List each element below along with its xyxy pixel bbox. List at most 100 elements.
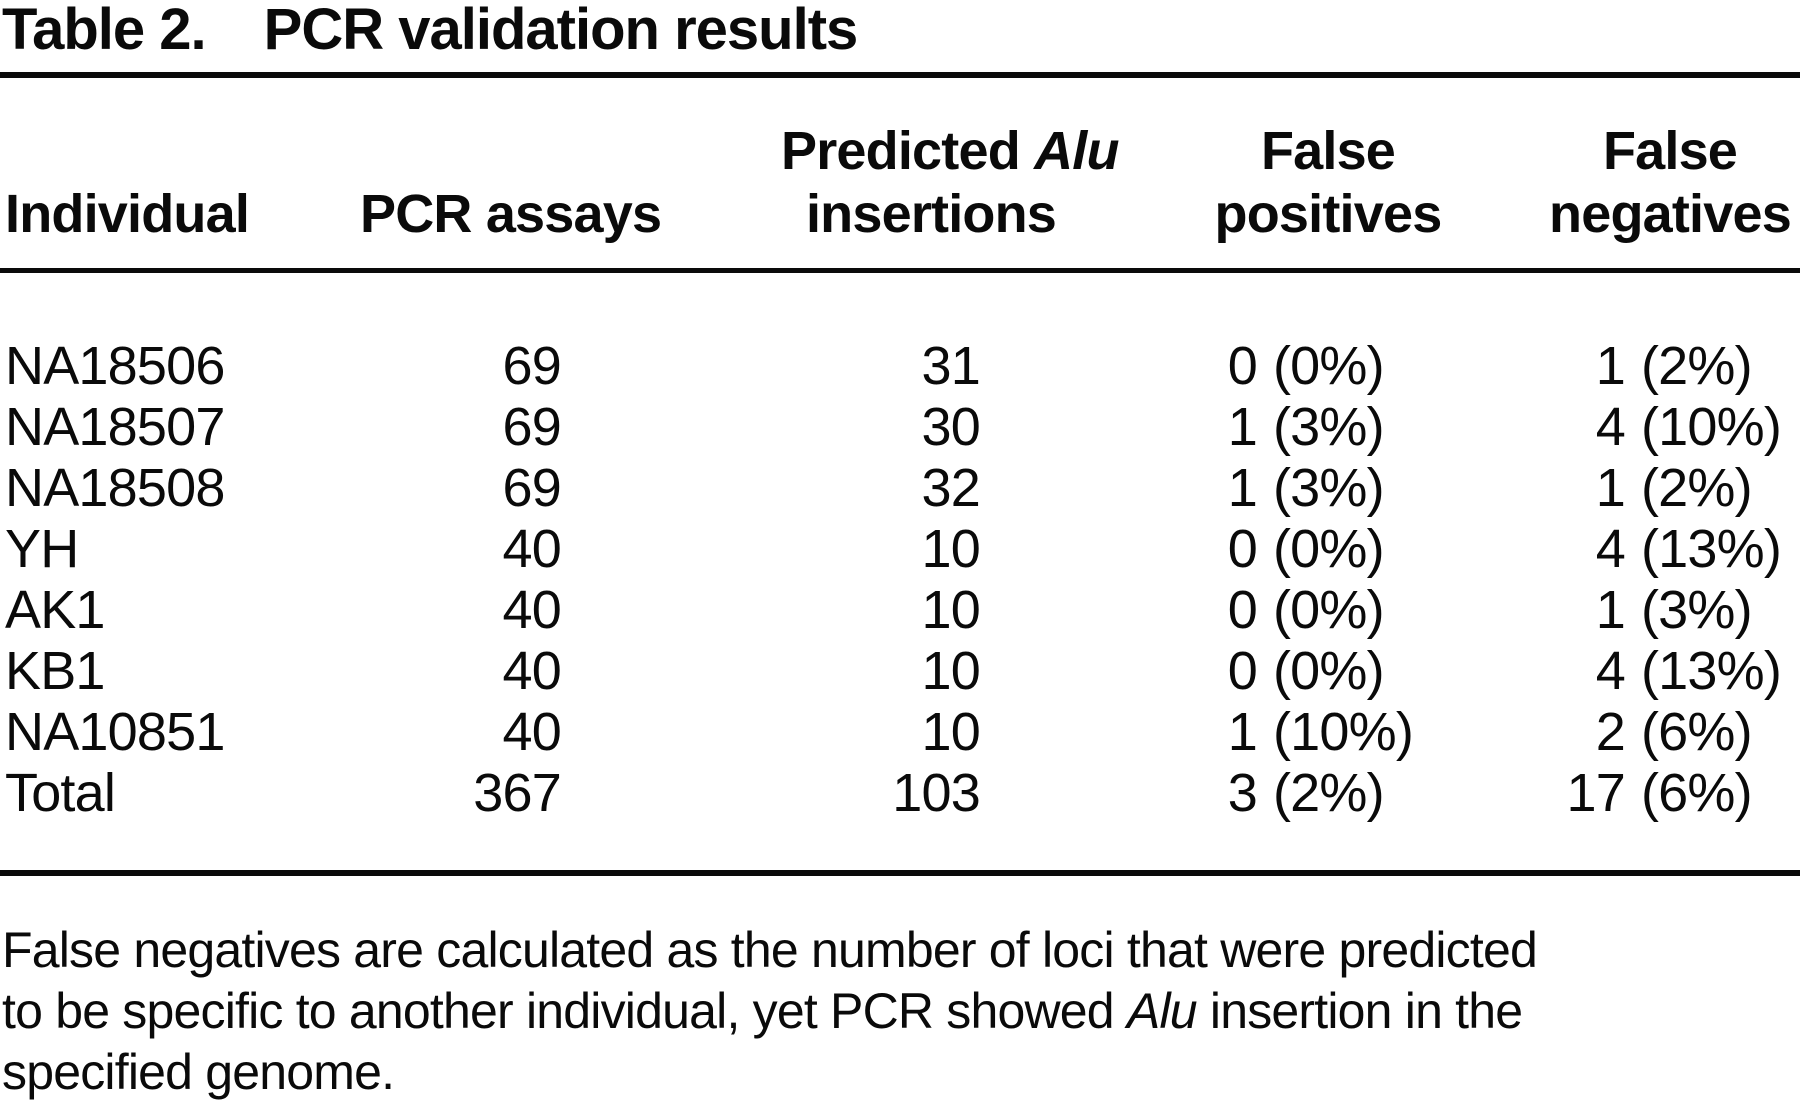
footnote-line: to be specific to another individual, ye… — [2, 983, 1523, 1039]
cell-predicted-alu-insertions: 103 — [892, 763, 981, 823]
cell-false-positives: 0 (0%) — [1227, 336, 1385, 397]
false-positives-percent: (0%) — [1273, 336, 1385, 396]
cell-false-negatives: 2 (6%) — [1430, 702, 1753, 763]
false-positives-percent: (10%) — [1273, 702, 1414, 762]
false-positives-percent: (3%) — [1273, 458, 1385, 518]
false-negatives-count: 4 — [1595, 397, 1626, 457]
footnote-line: False negatives are calculated as the nu… — [2, 922, 1538, 978]
false-positives-percent: (2%) — [1273, 763, 1385, 823]
table-row: YH 40 10 0 (0%) 4 (13%) — [0, 519, 1800, 580]
false-negatives-percent: (6%) — [1641, 763, 1753, 823]
header-predicted-text: Predicted — [781, 121, 1035, 181]
false-positives-count: 0 — [1227, 580, 1258, 640]
cell-predicted-alu-insertions: 30 — [921, 397, 981, 457]
cell-false-positives: 0 (0%) — [1227, 580, 1385, 641]
cell-false-negatives: 1 (2%) — [1430, 458, 1753, 519]
cell-pcr-assays: 367 — [473, 763, 562, 823]
false-positives-count: 3 — [1227, 763, 1258, 823]
cell-false-positives: 1 (3%) — [1227, 397, 1385, 458]
table-row: NA10851 40 10 1 (10%) 2 (6%) — [0, 702, 1800, 763]
table-row: NA18506 69 31 0 (0%) 1 (2%) — [0, 336, 1800, 397]
false-negatives-count: 1 — [1595, 336, 1626, 396]
cell-predicted-alu-insertions: 10 — [921, 702, 981, 762]
cell-predicted-alu-insertions: 31 — [921, 336, 981, 396]
false-negatives-count: 1 — [1595, 458, 1626, 518]
footnote-line: specified genome. — [2, 1044, 395, 1100]
false-positives-count: 1 — [1227, 397, 1258, 457]
false-negatives-count: 4 — [1595, 641, 1626, 701]
cell-false-negatives: 4 (10%) — [1430, 397, 1782, 458]
false-negatives-count: 17 — [1566, 763, 1626, 823]
cell-predicted-alu-insertions: 10 — [921, 519, 981, 579]
false-positives-percent: (3%) — [1273, 397, 1385, 457]
cell-individual: NA18508 — [5, 458, 225, 518]
cell-predicted-alu-insertions: 10 — [921, 580, 981, 640]
table-title: Table 2. PCR validation results — [2, 0, 859, 63]
cell-pcr-assays: 40 — [502, 519, 562, 579]
column-header-false-positives: False positives — [1214, 121, 1443, 244]
false-negatives-count: 1 — [1595, 580, 1626, 640]
cell-pcr-assays: 40 — [502, 580, 562, 640]
cell-false-negatives: 4 (13%) — [1430, 641, 1782, 702]
false-negatives-percent: (2%) — [1641, 336, 1753, 396]
cell-individual: YH — [5, 519, 79, 579]
cell-false-positives: 0 (0%) — [1227, 519, 1385, 580]
top-rule — [0, 72, 1800, 78]
cell-false-negatives: 17 (6%) — [1430, 763, 1753, 824]
cell-false-positives: 1 (10%) — [1227, 702, 1414, 763]
false-positives-count: 0 — [1227, 641, 1258, 701]
cell-false-negatives: 1 (2%) — [1430, 336, 1753, 397]
cell-false-positives: 1 (3%) — [1227, 458, 1385, 519]
table-header-row: Individual PCR assays Predicted Alu inse… — [0, 78, 1800, 268]
cell-individual: Total — [5, 763, 116, 823]
cell-false-negatives: 4 (13%) — [1430, 519, 1782, 580]
false-positives-count: 0 — [1227, 519, 1258, 579]
header-insertions-text: insertions — [805, 184, 1057, 244]
cell-individual: KB1 — [5, 641, 105, 701]
false-negatives-percent: (3%) — [1641, 580, 1753, 640]
cell-false-positives: 0 (0%) — [1227, 641, 1385, 702]
cell-pcr-assays: 69 — [502, 458, 562, 518]
table-row: Total 367 103 3 (2%) 17 (6%) — [0, 763, 1800, 824]
false-positives-count: 0 — [1227, 336, 1258, 396]
false-positives-count: 1 — [1227, 458, 1258, 518]
false-positives-count: 1 — [1227, 702, 1258, 762]
cell-individual: NA18507 — [5, 397, 225, 457]
cell-pcr-assays: 69 — [502, 336, 562, 396]
cell-false-positives: 3 (2%) — [1227, 763, 1385, 824]
table-row: AK1 40 10 0 (0%) 1 (3%) — [0, 580, 1800, 641]
cell-individual: AK1 — [5, 580, 105, 640]
cell-pcr-assays: 69 — [502, 397, 562, 457]
table-body: NA18506 69 31 0 (0%) 1 (2%) NA18507 69 3… — [0, 336, 1800, 824]
false-negatives-percent: (10%) — [1641, 397, 1782, 457]
false-negatives-percent: (13%) — [1641, 519, 1782, 579]
header-separator-rule — [0, 268, 1800, 273]
table-number: Table 2. — [2, 0, 207, 62]
table-caption: PCR validation results — [263, 0, 859, 62]
false-negatives-percent: (6%) — [1641, 702, 1753, 762]
false-positives-percent: (0%) — [1273, 641, 1385, 701]
false-negatives-percent: (13%) — [1641, 641, 1782, 701]
footnote-alu-italic: Alu — [1126, 983, 1198, 1039]
table-row: NA18507 69 30 1 (3%) 4 (10%) — [0, 397, 1800, 458]
cell-predicted-alu-insertions: 32 — [921, 458, 981, 518]
bottom-rule — [0, 870, 1800, 876]
cell-individual: NA10851 — [5, 702, 225, 762]
table-row: NA18508 69 32 1 (3%) 1 (2%) — [0, 458, 1800, 519]
cell-pcr-assays: 40 — [502, 702, 562, 762]
column-header-false-negatives: False negatives — [1549, 121, 1792, 244]
cell-individual: NA18506 — [5, 336, 225, 396]
column-header-individual: Individual — [5, 184, 250, 244]
table-footnote: False negatives are calculated as the nu… — [2, 920, 1798, 1102]
false-negatives-percent: (2%) — [1641, 458, 1753, 518]
cell-false-negatives: 1 (3%) — [1430, 580, 1753, 641]
cell-predicted-alu-insertions: 10 — [921, 641, 981, 701]
false-positives-percent: (0%) — [1273, 580, 1385, 640]
false-negatives-count: 4 — [1595, 519, 1626, 579]
column-header-predicted-alu-insertions: Predicted Alu insertions — [781, 120, 1119, 246]
cell-pcr-assays: 40 — [502, 641, 562, 701]
false-negatives-count: 2 — [1595, 702, 1626, 762]
table-row: KB1 40 10 0 (0%) 4 (13%) — [0, 641, 1800, 702]
false-positives-percent: (0%) — [1273, 519, 1385, 579]
